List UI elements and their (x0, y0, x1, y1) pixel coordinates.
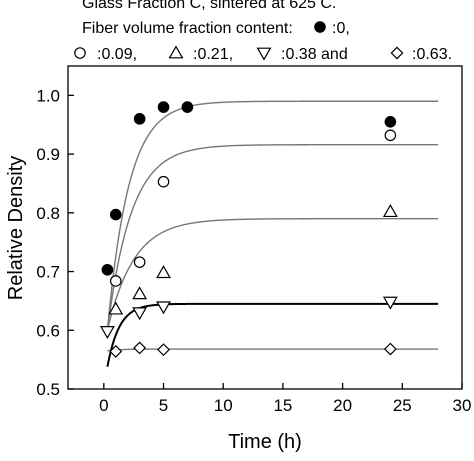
data-point (133, 341, 147, 355)
x-tick-label: 5 (159, 396, 168, 415)
data-point (384, 115, 397, 128)
y-tick-label: 0.7 (36, 263, 60, 282)
y-axis-title: Relative Density (5, 156, 27, 301)
fit-curve (106, 217, 439, 331)
data-point (108, 301, 124, 315)
data-point (156, 265, 171, 279)
data-point (132, 307, 148, 321)
data-point (156, 301, 171, 315)
data-point (109, 275, 122, 287)
x-tick-label: 25 (393, 396, 412, 415)
legend-marker (256, 47, 272, 61)
x-tick-label: 30 (453, 396, 472, 415)
data-points (99, 101, 398, 358)
legend-heading: Fiber volume fraction content: (82, 20, 293, 37)
data-point (384, 129, 397, 142)
data-point (109, 344, 123, 358)
data-point (133, 256, 146, 268)
legend-marker (74, 47, 86, 59)
data-point (157, 101, 170, 113)
data-point (133, 113, 146, 125)
data-point (382, 204, 398, 218)
x-tick-label: 20 (333, 396, 352, 415)
x-tick-label: 10 (214, 396, 233, 415)
data-point (101, 263, 114, 276)
y-tick-label: 0.5 (36, 380, 60, 399)
y-tick-label: 1.0 (36, 86, 60, 105)
legend-marker (168, 45, 184, 59)
chart-title: Glass Fraction C, sintered at 625 C. (82, 0, 336, 12)
data-point (181, 101, 194, 113)
legend-label: :0.21, (193, 46, 233, 63)
fit-curve (106, 302, 439, 367)
legend-label: :0.63. (412, 46, 452, 63)
data-point (382, 296, 398, 310)
data-point (157, 343, 170, 357)
y-tick-label: 0.6 (36, 321, 60, 340)
legend-label: :0, (332, 20, 350, 37)
legend-marker (314, 21, 326, 33)
data-point (383, 342, 397, 356)
legend-marker (390, 46, 404, 60)
data-point (132, 286, 148, 300)
fit-curve (106, 143, 439, 331)
x-tick-label: 15 (273, 396, 292, 415)
legend-label: :0.38 and (281, 46, 348, 63)
legend: :0, :0.09, :0.21, :0.38 and :0.63. (74, 20, 452, 63)
plot-frame (67, 65, 463, 390)
fit-curves (106, 100, 439, 367)
y-tick-label: 0.9 (36, 145, 60, 164)
fit-curve (106, 100, 439, 331)
y-tick-label: 0.8 (36, 204, 60, 223)
y-axis: 0.5 0.6 0.7 0.8 0.9 1.0 (36, 86, 74, 399)
x-tick-label: 0 (99, 396, 108, 415)
data-point (109, 208, 122, 221)
legend-label: :0.09, (97, 46, 137, 63)
x-axis: 0 5 10 15 20 25 30 (99, 383, 471, 415)
data-point (157, 175, 170, 188)
data-point (99, 326, 115, 340)
x-axis-title: Time (h) (228, 431, 302, 453)
